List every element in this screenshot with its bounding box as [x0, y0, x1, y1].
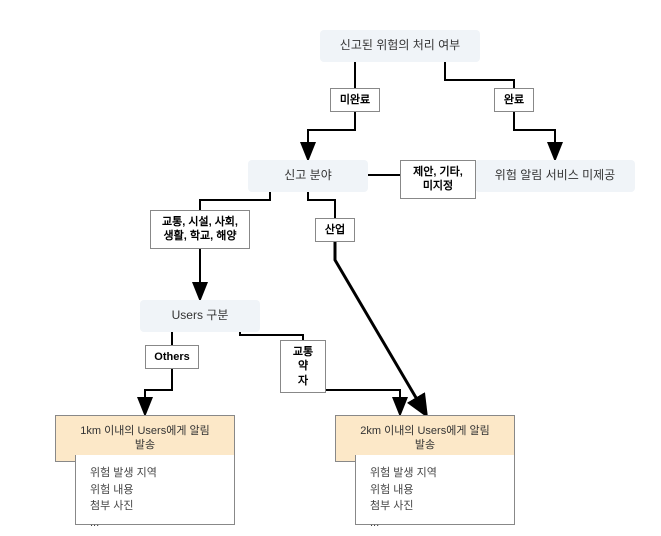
root-decision-node: 신고된 위험의 처리 여부 [320, 30, 480, 62]
edge-path [514, 112, 555, 158]
edge-label-incomplete: 미완료 [330, 88, 380, 112]
detail-line: 위험 내용 [370, 482, 500, 499]
detail-line: 위험 발생 지역 [370, 465, 500, 482]
edge-label-others: Others [145, 345, 199, 369]
detail-box-2km: 위험 발생 지역위험 내용첨부 사진... [355, 455, 515, 525]
detail-line: 위험 내용 [90, 482, 220, 499]
detail-line: ... [90, 515, 220, 532]
report-field-node: 신고 분야 [248, 160, 368, 192]
edge-path [445, 62, 514, 88]
users-division-node: Users 구분 [140, 300, 260, 332]
edge-label-categories: 교통, 시설, 사회,생활, 학교, 해양 [150, 210, 250, 249]
edge-path [145, 369, 172, 413]
edge-label-vulnerable: 교통약자 [280, 340, 326, 393]
detail-line: 첨부 사진 [370, 498, 500, 515]
detail-line: 위험 발생 지역 [90, 465, 220, 482]
detail-box-1km: 위험 발생 지역위험 내용첨부 사진... [75, 455, 235, 525]
detail-line: 첨부 사진 [90, 498, 220, 515]
edge-label-suggestion: 제안, 기타,미지정 [400, 160, 476, 199]
edge-path [200, 190, 270, 210]
edge-path [335, 242, 425, 413]
edge-label-industry: 산업 [315, 218, 355, 242]
edge-path [308, 112, 355, 158]
no-service-node: 위험 알림 서비스 미제공 [475, 160, 635, 192]
edge-label-complete: 완료 [494, 88, 534, 112]
detail-line: ... [370, 515, 500, 532]
edge-path [308, 190, 335, 218]
